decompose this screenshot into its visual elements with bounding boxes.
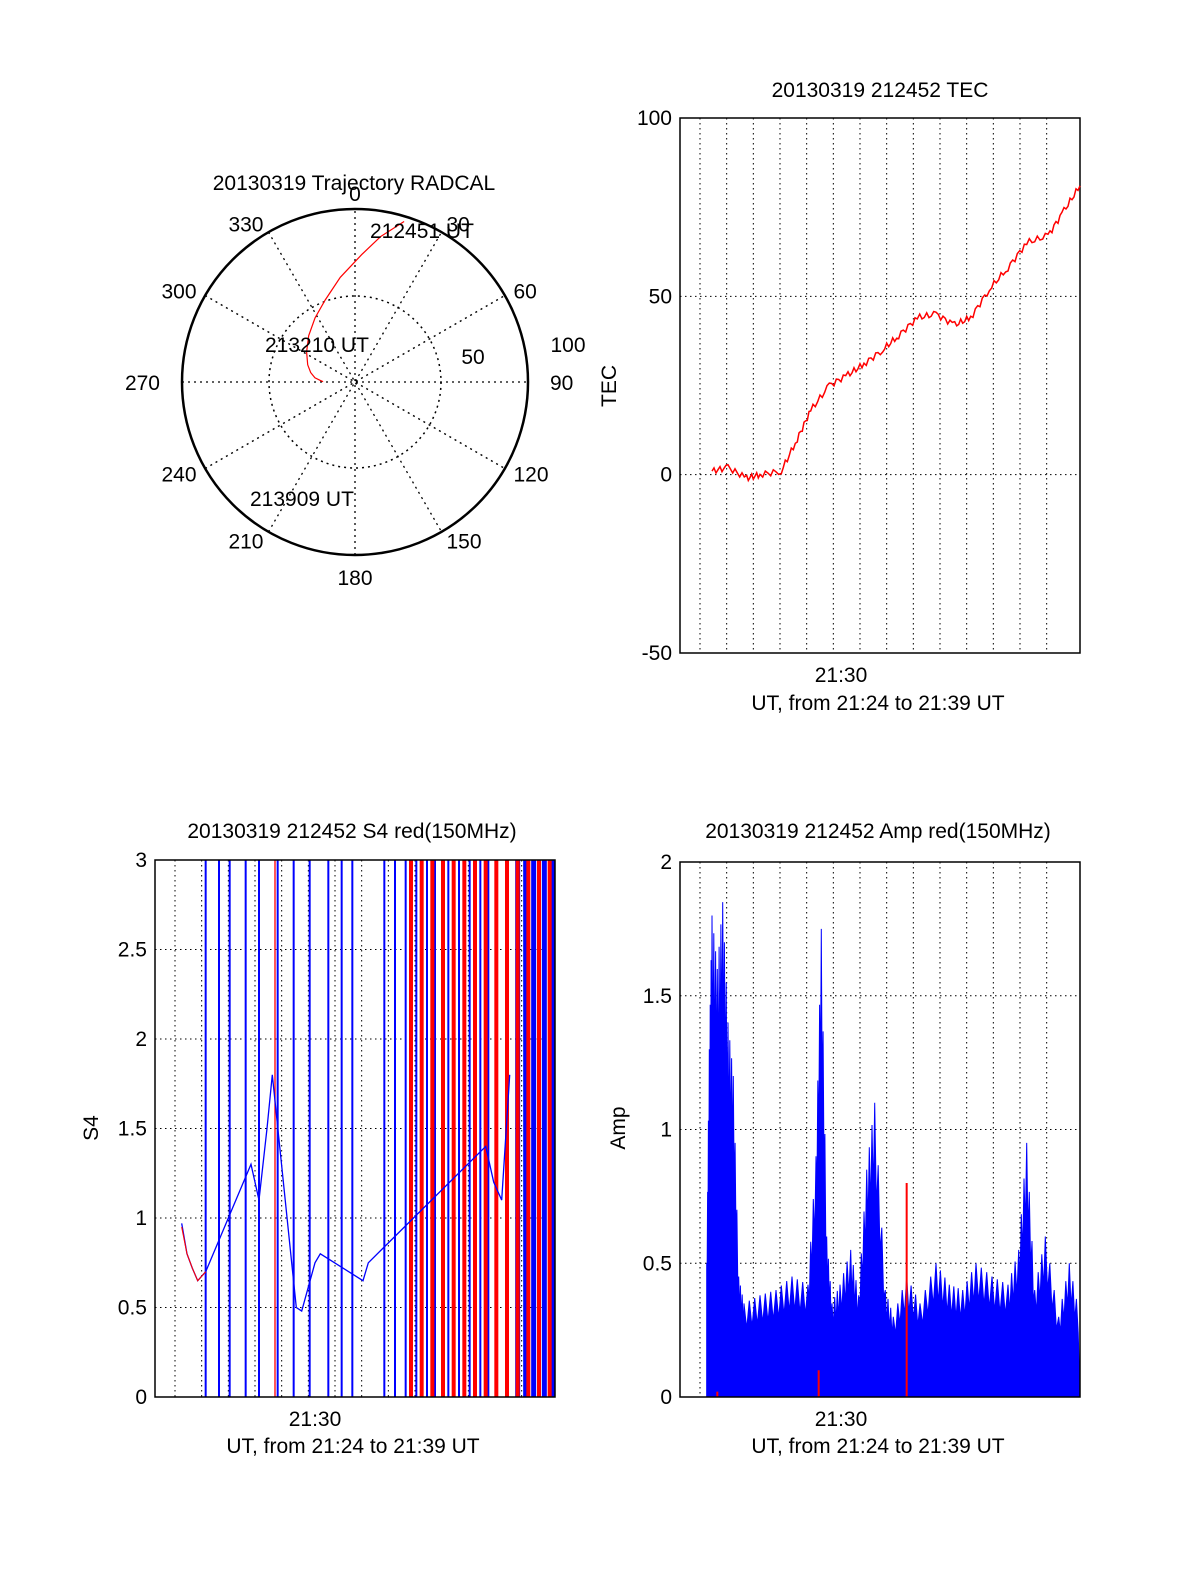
polar-angle-label-120: 120 — [513, 464, 548, 487]
polar-spoke-150 — [267, 231, 443, 533]
polar-spoke-30 — [267, 231, 443, 533]
polar-angle-label-30: 30 — [447, 214, 470, 237]
s4-x-tick-2130: 21:30 — [289, 1408, 342, 1431]
trajectory-line — [305, 220, 405, 383]
tec-x-tick-2130: 21:30 — [815, 664, 868, 687]
amp-y-ticks: 0 0.5 1 1.5 2 — [643, 851, 672, 1409]
annotation-start-time: 212451 UT — [370, 220, 474, 243]
amp-panel: 20130319 212452 Amp red(150MHz) 0 0.5 1 1.5… — [607, 820, 1081, 1458]
polar-angle-label-270: 270 — [125, 372, 160, 395]
amp-y-label: Amp — [607, 1106, 630, 1149]
amp-red-marks — [716, 1183, 908, 1397]
y-tick-label-1: 1 — [660, 1119, 672, 1142]
s4-blue-series — [181, 1074, 511, 1313]
tec-series-line — [711, 185, 1081, 483]
polar-spoke-60 — [204, 294, 506, 470]
y-tick-label-2.5: 2.5 — [118, 939, 147, 962]
amp-title: 20130319 212452 Amp red(150MHz) — [705, 820, 1051, 843]
y-tick-label-2: 2 — [660, 851, 672, 874]
amp-plot-frame — [679, 861, 1081, 1398]
y-tick-label-3: 3 — [135, 849, 147, 872]
s4-spike-lines — [204, 860, 555, 1397]
amp-x-tick-2130: 21:30 — [815, 1408, 868, 1431]
y-tick-label-1.5: 1.5 — [118, 1118, 147, 1141]
s4-panel: 20130319 212452 S4 red(150MHz) 0 0.5 1 1.5 2… — [80, 820, 556, 1458]
tec-y-label: TEC — [598, 365, 621, 407]
s4-x-label: UT, from 21:24 to 21:39 UT — [226, 1435, 479, 1458]
polar-spoke-120 — [204, 294, 506, 470]
y-tick-label-0.5: 0.5 — [643, 1252, 672, 1275]
polar-angle-labels: 0 30 60 90 120 150 180 210 240 270 300 330 — [125, 183, 573, 590]
s4-y-label: S4 — [80, 1115, 103, 1141]
polar-inner-ring — [268, 295, 442, 469]
y-tick-label-0: 0 — [660, 464, 672, 487]
tec-y-ticks: -50 0 50 100 — [637, 107, 672, 665]
s4-red-series — [181, 1226, 207, 1282]
tec-x-label: UT, from 21:24 to 21:39 UT — [751, 692, 1004, 715]
s4-y-ticks: 0 0.5 1 1.5 2 2.5 3 — [118, 849, 147, 1409]
y-tick-label-0: 0 — [135, 1386, 147, 1409]
y-tick-label-0: 0 — [660, 1386, 672, 1409]
polar-angle-label-330: 330 — [228, 214, 263, 237]
polar-angle-label-150: 150 — [447, 530, 482, 553]
polar-angle-label-300: 300 — [161, 281, 196, 304]
s4-title: 20130319 212452 S4 red(150MHz) — [187, 820, 516, 843]
radial-label-100: 100 — [550, 334, 585, 357]
annotation-end-time: 213909 UT — [250, 488, 354, 511]
tec-title: 20130319 212452 TEC — [772, 79, 989, 102]
polar-angle-label-240: 240 — [161, 464, 196, 487]
trajectory-panel: 20130319 Trajectory RADCAL 0 30 60 90 120 150… — [125, 172, 586, 590]
amp-blue-area — [706, 902, 1081, 1398]
s4-grid — [155, 860, 555, 1397]
trajectory-title: 20130319 Trajectory RADCAL — [213, 172, 496, 195]
y-tick-label-1.5: 1.5 — [643, 985, 672, 1008]
polar-angle-label-210: 210 — [228, 530, 263, 553]
polar-angle-label-60: 60 — [513, 281, 536, 304]
polar-angle-label-0: 0 — [349, 183, 361, 206]
y-tick-label-1: 1 — [135, 1207, 147, 1230]
polar-angle-label-180: 180 — [337, 567, 372, 590]
radial-label-50: 50 — [461, 346, 484, 369]
tec-grid — [680, 118, 1080, 653]
y-tick-label--50: -50 — [642, 642, 672, 665]
annotation-mid-time: 213210 UT — [265, 334, 369, 357]
polar-spokes — [182, 209, 528, 555]
y-tick-label-50: 50 — [649, 285, 672, 308]
y-tick-label-0.5: 0.5 — [118, 1297, 147, 1320]
y-tick-label-2: 2 — [135, 1028, 147, 1051]
polar-angle-label-90: 90 — [550, 372, 573, 395]
s4-plot-frame — [154, 859, 556, 1398]
y-tick-label-100: 100 — [637, 107, 672, 130]
tec-plot-frame — [679, 117, 1081, 654]
amp-x-label: UT, from 21:24 to 21:39 UT — [751, 1435, 1004, 1458]
